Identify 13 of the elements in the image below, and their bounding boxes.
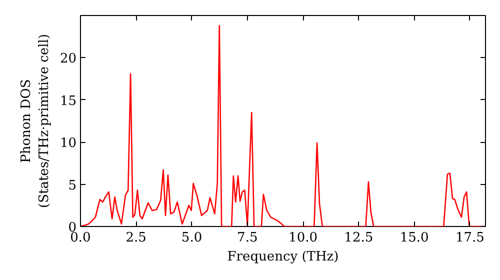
x-axis-title: Frequency (THz) xyxy=(227,250,339,264)
x-tick-label: 2.5 xyxy=(126,230,146,246)
y-axis-title: Phonon DOS (States/THz·primitive cell) xyxy=(18,34,52,208)
y-tick-label: 20 xyxy=(60,52,77,67)
x-tick-label: 15.0 xyxy=(400,230,429,246)
x-tick-label: 5.0 xyxy=(181,230,202,246)
x-tick-label: 17.5 xyxy=(455,230,484,246)
x-tick-label: 12.5 xyxy=(344,230,374,246)
y-tick-label: 5 xyxy=(68,178,77,194)
x-tick-label: 7.5 xyxy=(237,230,258,246)
y-tick-label: 10 xyxy=(60,136,77,152)
y-tick-label: 15 xyxy=(60,94,77,109)
x-tick-label: 10.0 xyxy=(288,230,318,246)
